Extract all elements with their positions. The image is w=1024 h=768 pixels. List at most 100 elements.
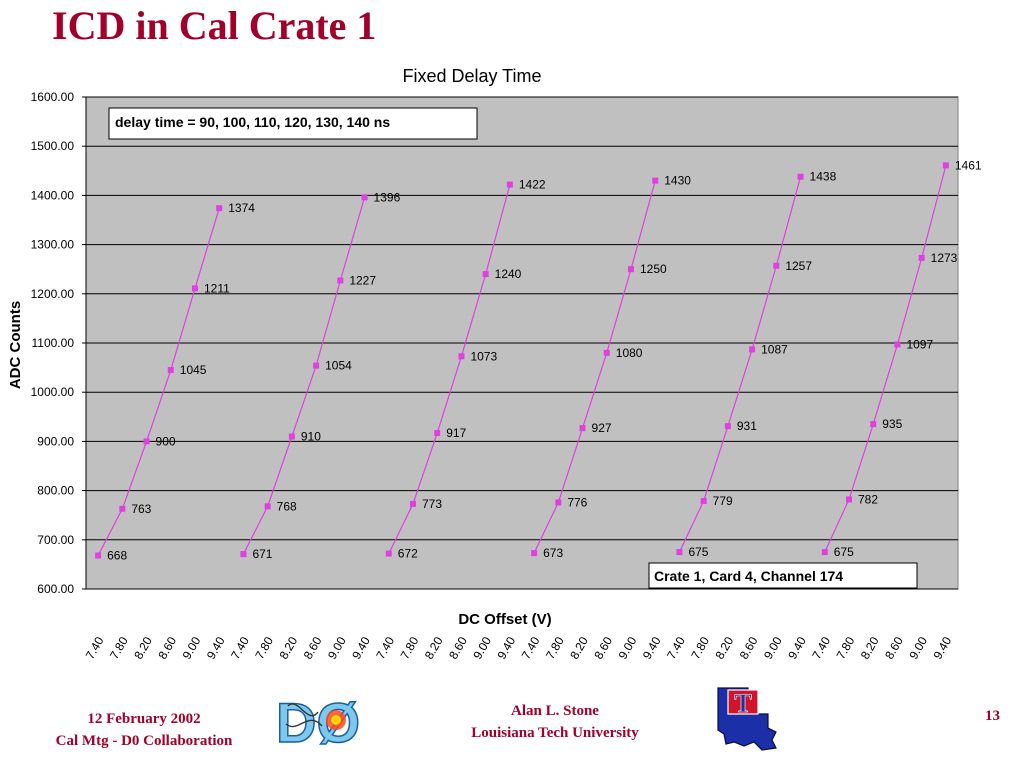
series-line [388, 184, 511, 554]
data-point [846, 496, 852, 503]
data-label: 1054 [325, 359, 352, 373]
data-label: 1438 [810, 170, 837, 184]
data-point [531, 550, 538, 557]
data-label: 668 [107, 549, 127, 563]
data-label: 763 [131, 502, 151, 516]
data-label: 1073 [470, 349, 497, 363]
x-tick-label: 9.40 [785, 634, 809, 662]
series-line [97, 208, 220, 556]
data-label: 779 [713, 494, 733, 508]
data-point [482, 271, 489, 278]
data-label: 1240 [495, 267, 522, 281]
x-tick-label: 7.80 [252, 634, 276, 662]
data-label: 900 [156, 434, 176, 448]
data-label: 1461 [955, 158, 982, 172]
data-point [628, 266, 634, 273]
data-label: 1396 [374, 190, 401, 204]
fixed-delay-chart: 600.00 700.00 800.00 900.00 1000.00 1100.00 12… [7, 66, 982, 662]
data-label: 917 [446, 426, 466, 440]
y-tick-label: 1200.00 [31, 287, 75, 301]
data-label: 776 [567, 495, 587, 509]
footer-author: Alan L. Stone [511, 703, 599, 719]
data-label: 672 [398, 547, 418, 561]
data-point [192, 285, 198, 292]
data-point [361, 194, 368, 201]
x-tick-label: 8.20 [713, 634, 737, 662]
y-tick-label: 1100.00 [32, 336, 75, 350]
data-label: 1374 [228, 201, 255, 215]
data-label: 927 [592, 421, 612, 435]
x-tick-label: 7.80 [543, 634, 567, 662]
x-tick-label: 7.40 [228, 634, 252, 662]
annotation-delay-time: delay time = 90, 100, 110, 120, 130, 140… [115, 114, 390, 130]
data-point [942, 162, 949, 169]
data-label: 1097 [906, 337, 933, 351]
x-tick-label: 7.40 [373, 634, 397, 662]
x-tick-label: 9.40 [931, 634, 955, 662]
data-label: 935 [882, 417, 902, 431]
x-tick-label: 9.00 [325, 634, 349, 662]
data-point [918, 254, 925, 261]
annotation-box [108, 107, 478, 140]
x-tick-label: 8.20 [131, 634, 155, 662]
x-tick-label: 8.20 [567, 634, 591, 662]
y-tick-label: 1600.00 [31, 90, 75, 104]
data-point [410, 500, 416, 507]
data-label: 1430 [664, 174, 691, 188]
x-tick-label: 8.20 [858, 634, 882, 662]
y-tick-label: 800.00 [37, 484, 74, 498]
y-axis-title: ADC Counts [7, 301, 24, 389]
data-point [385, 550, 392, 557]
x-tick-label: 7.80 [107, 634, 131, 662]
data-label: 1250 [640, 262, 667, 276]
y-tick-label: 1300.00 [31, 238, 75, 252]
y-tick-label: 1400.00 [31, 188, 75, 202]
data-point [288, 433, 295, 440]
data-label: 1045 [180, 363, 207, 377]
data-label: 671 [252, 547, 272, 561]
y-tick-label: 700.00 [37, 533, 74, 547]
data-point [506, 181, 513, 188]
x-tick-label: 7.40 [809, 634, 833, 662]
x-tick-label: 9.40 [349, 634, 373, 662]
x-tick-label: 8.20 [422, 634, 446, 662]
x-tick-label: 9.00 [616, 634, 640, 662]
series-line [242, 197, 366, 555]
x-tick-label: 8.60 [591, 634, 615, 662]
data-point [821, 549, 828, 556]
data-point [555, 499, 562, 506]
x-tick-label: 9.00 [470, 634, 494, 662]
data-label: 782 [858, 492, 878, 506]
data-label: 675 [834, 545, 854, 559]
page-number: 13 [985, 708, 1000, 724]
x-tick-label: 7.40 [664, 634, 688, 662]
footer-center: Alan L. Stone Louisiana Tech University [430, 700, 680, 744]
x-tick-label: 9.00 [761, 634, 785, 662]
data-label: 1257 [785, 259, 812, 273]
chart-title: Fixed Delay Time [402, 66, 541, 86]
x-tick-label: 8.60 [446, 634, 470, 662]
d0-logo: DØ [275, 690, 361, 750]
louisiana-tech-logo-text: T [734, 689, 751, 718]
data-label: 675 [688, 545, 708, 559]
x-axis-title: DC Offset (V) [458, 611, 551, 628]
d0-logo-text: DØ [276, 691, 360, 750]
data-label: 773 [422, 497, 442, 511]
data-label: 1211 [204, 281, 230, 295]
data-label: 673 [543, 546, 563, 560]
x-tick-label: 9.00 [906, 634, 930, 662]
x-tick-label: 8.60 [155, 634, 179, 662]
x-tick-label: 9.00 [180, 634, 204, 662]
data-label: 931 [737, 419, 757, 433]
data-point [434, 430, 441, 437]
data-point [216, 205, 223, 212]
annotation-channel: Crate 1, Card 4, Channel 174 [654, 568, 843, 584]
data-label: 1087 [761, 342, 788, 356]
data-point [676, 549, 683, 556]
data-label: 1422 [519, 178, 546, 192]
data-point [119, 505, 126, 512]
series-line [678, 176, 802, 553]
data-point [143, 438, 150, 445]
data-point [773, 262, 780, 269]
data-point [264, 503, 271, 510]
